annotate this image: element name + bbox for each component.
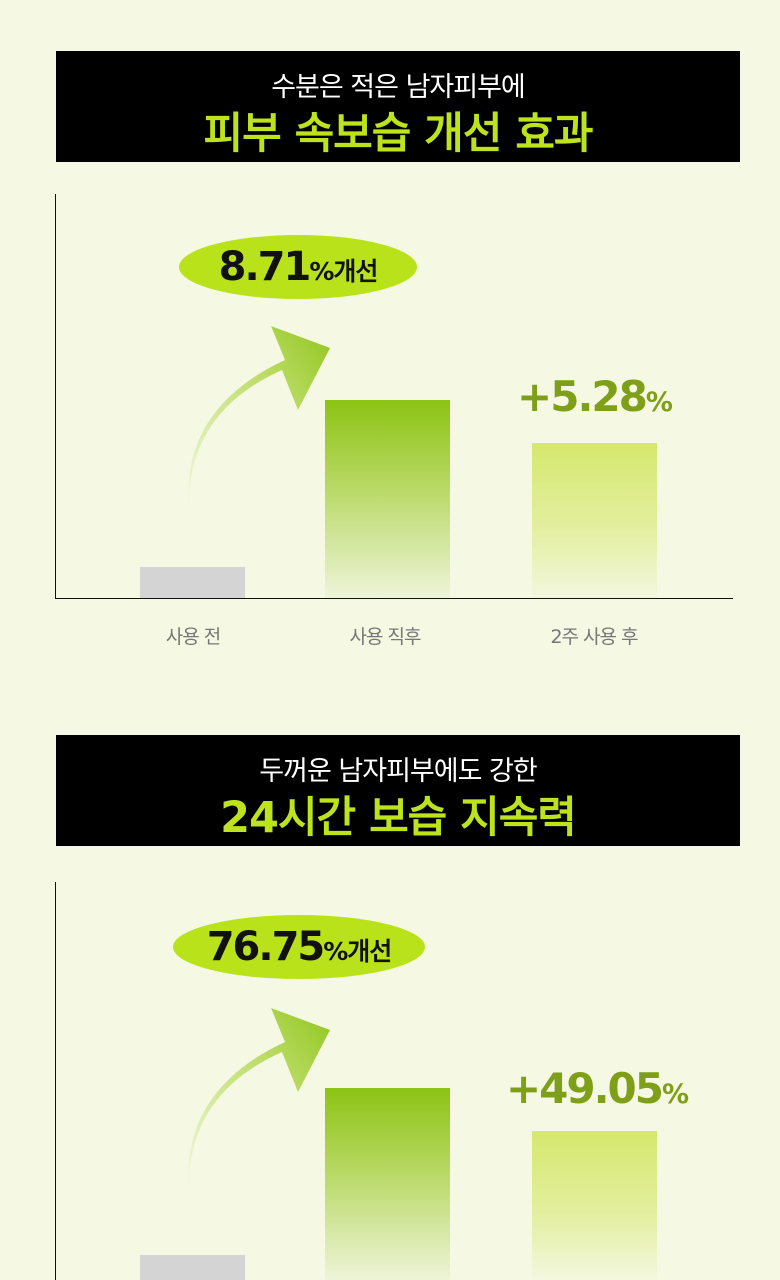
bar-2weeks [532, 443, 657, 598]
delta-unit: % [645, 387, 673, 418]
improvement-unit: %개선 [309, 257, 378, 286]
banner-title: 피부 속보습 개선 효과 [203, 109, 594, 159]
banner-title: 24시간 보습 지속력 [220, 793, 577, 843]
bar-2weeks [532, 1131, 657, 1280]
section-skin-moisture: 수분은 적은 남자피부에 피부 속보습 개선 효과 8.71%개선 +5.28% [0, 0, 780, 648]
delta-label: +49.05% [500, 1064, 695, 1113]
x-tick-label: 사용 전 [165, 626, 221, 648]
delta-label: +5.28% [505, 372, 685, 421]
arrow-icon [188, 326, 330, 515]
improvement-value: 76.75 [206, 924, 326, 970]
bar-after [325, 1088, 450, 1280]
bar-chart: 76.75%개선 +49.05% [0, 684, 780, 1280]
delta-unit: % [661, 1079, 690, 1110]
banner-subtitle: 두꺼운 남자피부에도 강한 [259, 756, 537, 787]
improvement-unit: %개선 [323, 937, 392, 966]
bar-after [325, 400, 450, 598]
banner-subtitle: 수분은 적은 남자피부에 [271, 72, 526, 103]
y-axis [55, 882, 56, 1280]
title-banner: 수분은 적은 남자피부에 피부 속보습 개선 효과 [56, 51, 740, 162]
x-axis [55, 598, 733, 599]
bar-before [140, 1255, 245, 1280]
improvement-badge: 8.71%개선 [179, 235, 417, 299]
arrow-icon [188, 1008, 330, 1197]
x-tick-label: 사용 직후 [349, 626, 422, 648]
improvement-value: 8.71 [218, 244, 312, 290]
bar-chart: 8.71%개선 +5.28% [0, 0, 780, 599]
title-banner: 두꺼운 남자피부에도 강한 24시간 보습 지속력 [56, 735, 740, 846]
delta-value: +5.28 [517, 372, 648, 421]
section-24h-moisture: 두꺼운 남자피부에도 강한 24시간 보습 지속력 76.75%개선 +49.0… [0, 684, 780, 1280]
improvement-badge: 76.75%개선 [173, 915, 425, 979]
bar-before [140, 567, 245, 598]
y-axis [55, 194, 56, 599]
delta-value: +49.05 [505, 1064, 664, 1113]
x-tick-label: 2주 사용 후 [550, 626, 638, 648]
